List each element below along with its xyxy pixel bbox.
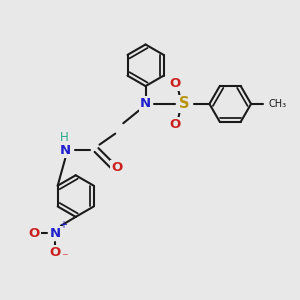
Text: O: O — [112, 161, 123, 174]
Text: S: S — [179, 96, 189, 111]
Text: O: O — [49, 246, 61, 259]
Text: H: H — [59, 131, 68, 144]
Text: O: O — [169, 76, 181, 90]
Text: O: O — [169, 118, 181, 131]
Text: CH₃: CH₃ — [269, 99, 287, 109]
Text: +: + — [59, 220, 67, 230]
Text: N: N — [140, 98, 151, 110]
Text: ⁻: ⁻ — [61, 251, 68, 264]
Text: N: N — [49, 227, 61, 240]
Text: N: N — [60, 143, 71, 157]
Text: O: O — [28, 227, 40, 240]
